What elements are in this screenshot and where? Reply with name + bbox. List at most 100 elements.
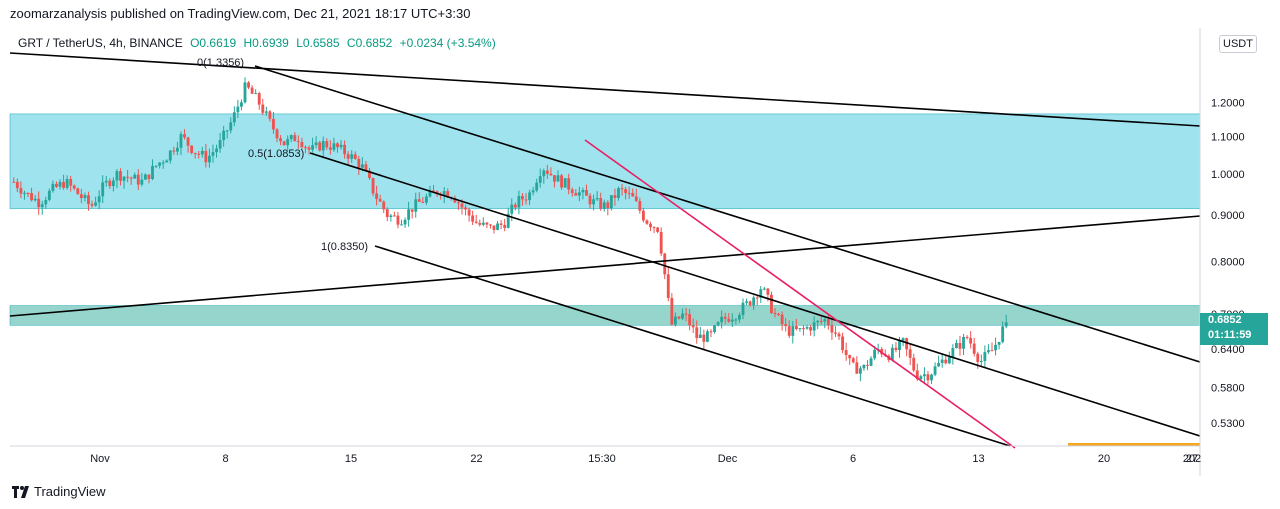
candle-body [378, 198, 382, 202]
candle-body [649, 223, 652, 228]
candle-body [296, 141, 300, 143]
price-tick-label: 1.2000 [1211, 97, 1245, 109]
candle-body [403, 219, 407, 225]
candle-body [912, 357, 916, 371]
candle-body [844, 350, 848, 356]
candle-body [44, 199, 48, 205]
candle-body [705, 331, 709, 342]
candle-body [851, 358, 855, 363]
candle-body [841, 336, 845, 351]
symbol-legend: GRT / TetherUS, 4h, BINANCE O0.6619 H0.6… [18, 36, 500, 50]
candle-body [392, 215, 396, 217]
time-tick-label: Nov [90, 453, 110, 465]
candle-body [215, 148, 218, 153]
candle-body [734, 319, 738, 321]
candle-body [958, 342, 962, 349]
candle-body [79, 194, 83, 199]
candle-body [588, 195, 592, 205]
candle-body [770, 294, 773, 314]
candle-body [695, 327, 699, 338]
candle-body [673, 316, 677, 325]
candle-body [834, 332, 837, 334]
candle-body [748, 301, 752, 306]
candle-body [350, 154, 354, 159]
candle-body [791, 326, 795, 336]
candle-body [464, 207, 467, 210]
candle-body [122, 176, 126, 181]
candle-body [545, 170, 549, 174]
candle-body [940, 359, 944, 363]
candle-body [716, 322, 720, 326]
candle-body [143, 174, 147, 180]
candle-body [638, 201, 642, 211]
candle-body [183, 134, 186, 138]
open-value: O0.6619 [190, 36, 237, 50]
candle-body [528, 192, 531, 201]
candle-body [336, 143, 339, 148]
candle-body [745, 301, 748, 303]
candle-body [481, 222, 485, 225]
candle-body [535, 182, 539, 191]
price-tick-label: 0.5300 [1211, 418, 1245, 430]
candle-body [798, 328, 802, 330]
candle-body [663, 253, 667, 275]
candle-body [250, 87, 254, 94]
candle-body [620, 188, 624, 190]
channel-upper-line [254, 65, 1201, 363]
candle-body [755, 297, 759, 299]
candle-body [179, 134, 183, 148]
currency-badge[interactable]: USDT [1219, 35, 1257, 53]
candle-body [136, 174, 140, 185]
candle-body [37, 198, 41, 208]
candle-body [641, 210, 645, 221]
candle-body [115, 171, 119, 181]
candle-body [12, 181, 16, 183]
candle-body [506, 213, 510, 228]
candle-body [670, 298, 674, 325]
candle-body [15, 181, 19, 189]
candle-body [453, 198, 457, 203]
candle-body [175, 147, 179, 152]
candle-body [58, 181, 62, 187]
time-tick-label: 15 [345, 453, 357, 465]
candle-body [862, 364, 866, 369]
candle-body [371, 178, 375, 194]
candle-body [688, 314, 692, 326]
price-chart[interactable]: 1.20001.10001.00000.90000.80000.70000.64… [0, 28, 1280, 476]
candle-body [809, 327, 813, 331]
candle-body [837, 333, 841, 337]
candle-body [129, 177, 133, 179]
candle-body [627, 193, 631, 195]
candle-body [33, 198, 37, 201]
candle-body [1004, 322, 1008, 327]
candle-body [325, 141, 329, 148]
candle-body [738, 315, 741, 320]
candle-body [151, 165, 154, 180]
candle-body [905, 338, 909, 350]
candle-body [279, 138, 282, 142]
candle-body [254, 93, 258, 95]
candle-body [513, 204, 517, 208]
candle-body [186, 137, 190, 146]
candle-body [677, 316, 681, 319]
candle-body [328, 147, 332, 150]
candle-body [599, 197, 603, 209]
candle-body [247, 82, 250, 88]
candle-body [951, 348, 955, 358]
candle-body [307, 147, 311, 150]
chart-area[interactable]: 1.20001.10001.00000.90000.80000.70000.64… [0, 28, 1280, 476]
candle-body [424, 196, 428, 203]
time-tick-label: 6 [850, 453, 856, 465]
candle-body [101, 182, 105, 197]
footer-branding[interactable]: TradingView [12, 484, 106, 499]
candle-body [168, 150, 172, 161]
candle-body [289, 135, 293, 140]
candle-body [467, 209, 471, 216]
candle-body [147, 174, 151, 180]
candle-body [304, 147, 307, 149]
candle-body [577, 192, 581, 196]
candle-body [994, 344, 997, 351]
candle-body [617, 188, 620, 198]
candle-body [944, 359, 948, 364]
candle-body [606, 202, 610, 209]
